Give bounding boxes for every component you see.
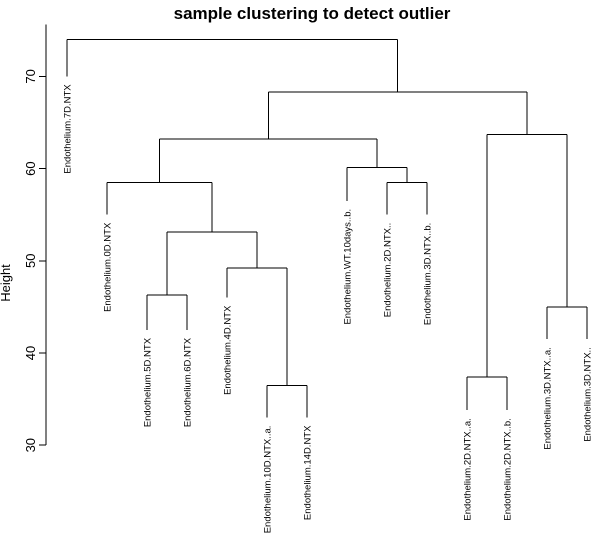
leaf-label: Endothelium.14D.NTX (303, 425, 314, 520)
y-axis-label: Height (0, 264, 13, 302)
y-tick-label: 50 (23, 254, 38, 268)
leaf-label: Endothelium.WT.10days..b. (343, 209, 354, 325)
y-axis: 30 40 50 60 70 (23, 24, 47, 452)
leaf-label: Endothelium.10D.NTX..a. (263, 426, 274, 534)
dendrogram-branches (66, 39, 588, 418)
y-tick-label: 30 (23, 438, 38, 452)
leaf-label: Endothelium.4D.NTX (223, 305, 234, 395)
leaf-label: Endothelium.2D.NTX.. (383, 223, 394, 318)
y-tick-label: 60 (23, 161, 38, 175)
leaf-label: Endothelium.0D.NTX (103, 222, 114, 312)
y-tick-label: 70 (23, 69, 38, 83)
leaf-label: Endothelium.3D.NTX.. (583, 347, 594, 442)
y-tick-label: 40 (23, 346, 38, 360)
leaf-label: Endothelium.2D.NTX..b. (503, 418, 514, 520)
chart-title: sample clustering to detect outlier (174, 4, 451, 23)
leaf-label: Endothelium.3D.NTX..a. (543, 347, 554, 449)
leaf-labels: Endothelium.7D.NTX Endothelium.0D.NTX Endo… (63, 84, 594, 534)
leaf-label: Endothelium.7D.NTX (63, 84, 74, 174)
leaf-label: Endothelium.6D.NTX (183, 337, 194, 427)
leaf-label: Endothelium.2D.NTX..a. (463, 418, 474, 520)
leaf-label: Endothelium.5D.NTX (143, 337, 154, 427)
leaf-label: Endothelium.3D.NTX..b. (423, 223, 434, 325)
